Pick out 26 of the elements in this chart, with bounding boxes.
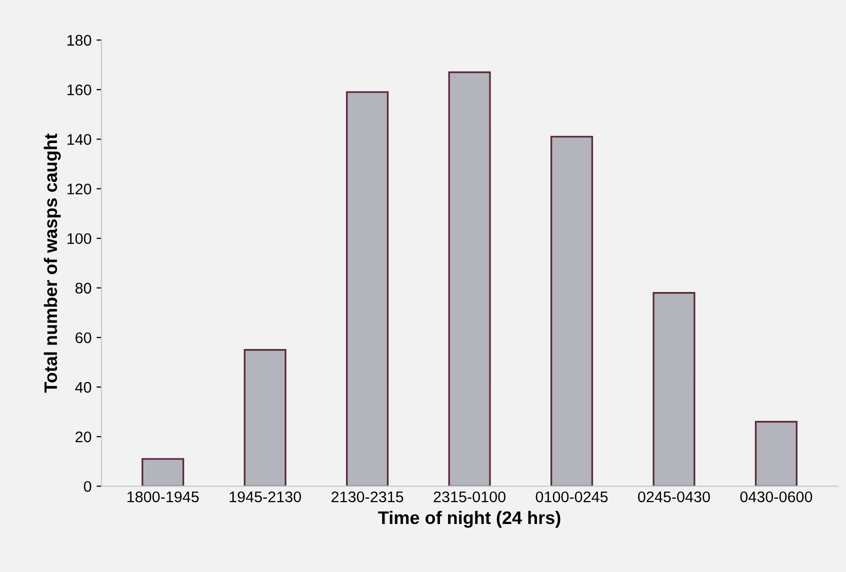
y-tick-label: 100	[67, 233, 92, 244]
bar	[448, 71, 491, 486]
x-tick-label: 1800-1945	[127, 491, 199, 502]
y-tick-label: 180	[67, 34, 92, 46]
x-axis-title: Time of night (24 hrs)	[378, 510, 560, 528]
x-tick-label: 0245-0430	[638, 491, 710, 502]
bar	[346, 91, 389, 486]
bar	[652, 292, 696, 486]
y-tick-label: 140	[67, 134, 92, 145]
bar	[754, 420, 798, 486]
y-tick-label: 0	[84, 481, 92, 492]
y-tick-label: 120	[67, 184, 92, 194]
x-tick-label: 0430-0600	[740, 491, 812, 502]
x-tick-label: 1945-2130	[230, 491, 302, 502]
bar	[244, 349, 286, 486]
x-tick-label: 2315-0100	[434, 491, 506, 502]
y-tick-label: 160	[67, 84, 92, 96]
y-tick-label: 20	[76, 431, 92, 442]
x-tick-label: 2130-2315	[332, 491, 404, 502]
y-axis-title: Total number of wasps caught	[44, 134, 61, 393]
x-tick-label: 0100-0245	[536, 491, 608, 502]
y-tick-label: 60	[76, 332, 92, 344]
bar	[142, 458, 184, 486]
bar	[550, 136, 594, 486]
y-tick-label: 40	[75, 382, 92, 393]
y-tick-label: 80	[75, 282, 92, 294]
